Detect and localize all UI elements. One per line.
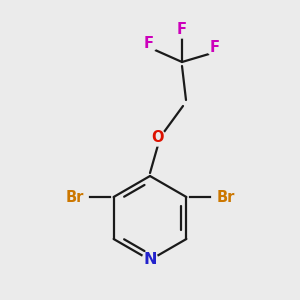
Circle shape [141,36,157,52]
Text: F: F [177,22,187,38]
Circle shape [174,22,190,38]
Text: N: N [143,253,157,268]
Circle shape [150,130,166,146]
Text: Br: Br [216,190,235,205]
Text: F: F [210,40,220,56]
Text: F: F [144,37,154,52]
Text: O: O [152,130,164,146]
Text: Br: Br [65,190,84,205]
Circle shape [207,40,223,56]
Circle shape [142,252,158,268]
